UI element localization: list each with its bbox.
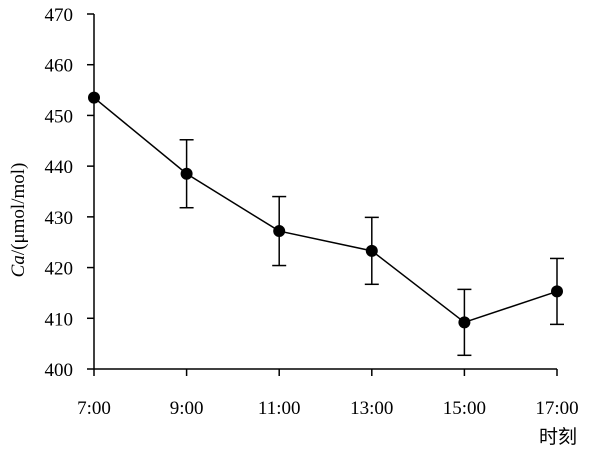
x-tick-label: 7:00: [77, 398, 111, 419]
x-tick-label: 17:00: [535, 398, 578, 419]
data-point: [551, 285, 563, 298]
data-point: [273, 225, 286, 238]
y-tick-label: 400: [45, 360, 74, 381]
series-line: [93, 97, 558, 324]
data-point: [365, 244, 378, 257]
y-tick-label: 430: [45, 208, 74, 229]
y-tick-label: 470: [45, 5, 74, 26]
y-axis: 400 410 420 430 440 450 460 470: [45, 5, 95, 381]
y-tick-label: 420: [45, 259, 74, 280]
data-point: [88, 91, 100, 104]
y-tick-label: 460: [45, 56, 74, 77]
x-tick-label: 13:00: [350, 398, 393, 419]
y-axis-title: Ca/(μmol/mol): [8, 163, 29, 278]
data-point: [180, 167, 193, 180]
y-tick-label: 450: [45, 106, 74, 127]
x-tick-label: 15:00: [443, 398, 486, 419]
data-point: [458, 316, 471, 329]
data-points: [88, 91, 563, 329]
y-tick-label: 410: [45, 309, 74, 330]
x-axis: 7:00 9:00 11:00 13:00 15:00 17:00: [77, 368, 579, 419]
y-tick-label: 440: [45, 157, 74, 178]
x-axis-title: 时刻: [539, 426, 577, 448]
x-tick-label: 9:00: [170, 398, 204, 419]
x-tick-label: 11:00: [258, 398, 301, 419]
